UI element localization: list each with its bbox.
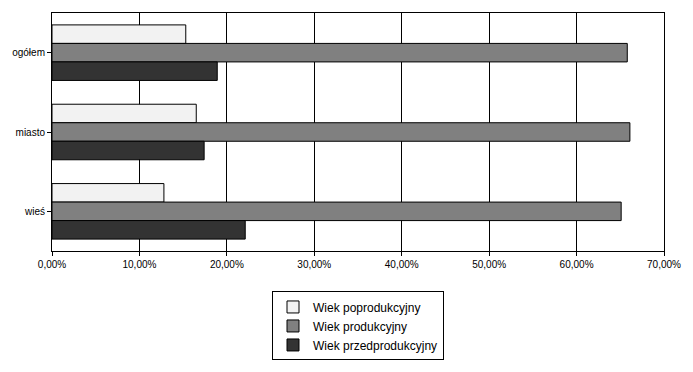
svg-text:0,00%: 0,00% (38, 259, 66, 270)
svg-text:70,00%: 70,00% (647, 259, 681, 270)
svg-text:Wiek produkcyjny: Wiek produkcyjny (313, 320, 407, 334)
svg-text:ogółem: ogółem (12, 47, 45, 58)
svg-text:miasto: miasto (16, 127, 46, 138)
svg-text:50,00%: 50,00% (472, 259, 506, 270)
svg-text:10,00%: 10,00% (122, 259, 156, 270)
svg-text:40,00%: 40,00% (385, 259, 419, 270)
svg-text:30,00%: 30,00% (297, 259, 331, 270)
svg-text:Wiek przedprodukcyjny: Wiek przedprodukcyjny (313, 339, 437, 353)
svg-text:60,00%: 60,00% (560, 259, 594, 270)
svg-text:wieś: wieś (24, 206, 45, 217)
svg-text:Wiek poprodukcyjny: Wiek poprodukcyjny (313, 301, 420, 315)
svg-text:20,00%: 20,00% (210, 259, 244, 270)
